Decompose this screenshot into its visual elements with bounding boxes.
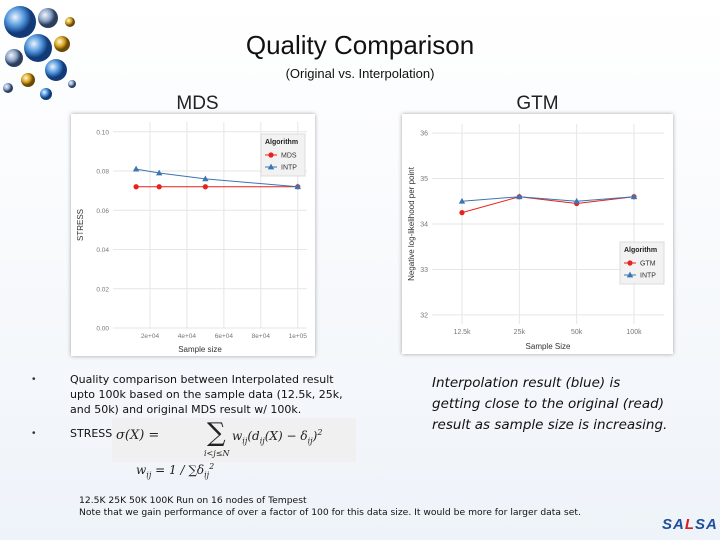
series-line <box>461 196 635 214</box>
y-tick-label: 32 <box>420 312 428 319</box>
series-line <box>136 168 298 188</box>
data-point <box>294 183 301 190</box>
x-tick-label: 25k <box>514 329 526 336</box>
globe-icon <box>3 83 13 93</box>
logo-part: SA <box>695 516 718 533</box>
globe-icon <box>65 17 75 27</box>
formula-sigma: ∑ <box>207 418 226 448</box>
bullet-text: Quality comparison between Interpolated … <box>70 373 343 416</box>
y-tick-label: 34 <box>420 222 428 229</box>
data-point <box>155 169 163 176</box>
globe-icon <box>68 80 76 88</box>
data-point <box>516 193 523 200</box>
mds-chart-panel: 0.00 0.02 0.04 0.06 0.08 0.10 2e+04 4e+04 6e+04 8… <box>71 114 315 356</box>
globe-icon <box>5 49 23 67</box>
stress-label: STRESS: <box>70 427 116 440</box>
data-point <box>267 163 275 170</box>
stress-formula: σ(X) = ∑ i<j≤N wij(dij(X) − δij)2 <box>112 418 356 462</box>
salsa-logo: SALSA <box>662 516 718 533</box>
slide-title: Quality Comparison <box>245 30 475 60</box>
formula-term: wij(dij(X) − δij)2 <box>232 428 323 446</box>
legend-label: GTM <box>640 261 656 268</box>
gtm-chart: 32 33 34 35 36 12.5k 25k 50k 100k Sample Size Nega… <box>407 124 665 351</box>
x-axis-label: Sample size <box>178 345 222 354</box>
x-axis-label: Sample Size <box>526 342 571 351</box>
gtm-chart-panel: 32 33 34 35 36 12.5k 25k 50k 100k Sample Size Nega… <box>402 114 673 354</box>
mds-chart: 0.00 0.02 0.04 0.06 0.08 0.10 2e+04 4e+04 6e+04 8… <box>76 122 308 354</box>
globe-icon <box>45 59 67 81</box>
slide-subtitle: (Original vs. Interpolation) <box>285 66 435 81</box>
globe-icon <box>4 6 36 38</box>
formula-lhs: σ(X) = <box>116 428 160 443</box>
bullet-marker: • <box>32 428 36 439</box>
y-tick-label: 33 <box>420 267 428 274</box>
data-point <box>626 271 634 278</box>
x-tick-label: 50k <box>571 329 583 336</box>
x-tick-label: 2e+04 <box>141 333 160 340</box>
x-tick-label: 12.5k <box>453 329 471 336</box>
data-point <box>459 210 465 216</box>
gtm-panel-title: GTM <box>516 93 559 114</box>
logo-part: SA <box>662 516 685 533</box>
data-point <box>573 197 580 204</box>
x-tick-label: 100k <box>626 329 642 336</box>
logo-part: L <box>684 516 696 533</box>
y-tick-label: 0.00 <box>96 326 109 333</box>
x-tick-label: 8e+04 <box>252 333 271 340</box>
globe-decoration <box>3 6 76 100</box>
globe-icon <box>40 88 52 100</box>
data-point <box>202 175 209 182</box>
data-point <box>133 184 139 190</box>
y-tick-label: 0.06 <box>96 208 109 215</box>
legend-label: MDS <box>281 153 297 160</box>
globe-icon <box>54 36 70 52</box>
x-tick-label: 6e+04 <box>215 333 234 340</box>
data-point <box>156 184 162 190</box>
x-tick-label: 4e+04 <box>178 333 197 340</box>
mds-panel-title: MDS <box>176 93 219 114</box>
data-point <box>458 197 466 204</box>
legend-title: Algorithm <box>624 247 657 254</box>
y-tick-label: 35 <box>420 176 428 183</box>
y-tick-label: 0.10 <box>96 129 109 136</box>
y-axis-label: Negative log-likelihood per point <box>407 166 416 281</box>
legend-title: Algorithm <box>265 139 298 146</box>
globe-icon <box>38 8 58 28</box>
formula-sum-index: i<j≤N <box>204 449 230 458</box>
footnote: 12.5K 25K 50K 100K Run on 16 nodes of Te… <box>79 495 581 519</box>
series-line <box>461 196 635 202</box>
legend-label: INTP <box>640 273 656 280</box>
weight-formula: wij = 1 / ∑δij2 <box>136 462 215 480</box>
x-tick-label: 1e+05 <box>289 333 308 340</box>
legend-label: INTP <box>281 165 297 172</box>
data-point <box>202 184 208 190</box>
bullet-marker: • <box>32 374 36 385</box>
globe-icon <box>21 73 35 87</box>
data-point <box>627 260 633 266</box>
y-tick-label: 0.04 <box>96 247 109 254</box>
globe-icon <box>24 34 52 62</box>
y-tick-label: 0.02 <box>96 286 109 293</box>
footnote-line: 12.5K 25K 50K 100K Run on 16 nodes of Te… <box>79 495 307 506</box>
data-point <box>132 165 140 172</box>
y-tick-label: 36 <box>420 131 428 138</box>
footnote-line: Note that we gain performance of over a … <box>79 507 581 518</box>
data-point <box>630 193 638 200</box>
y-tick-label: 0.08 <box>96 169 109 176</box>
y-axis-label: STRESS <box>76 209 85 241</box>
interpolation-note: Interpolation result (blue) is getting c… <box>432 375 668 433</box>
data-point <box>268 152 274 158</box>
